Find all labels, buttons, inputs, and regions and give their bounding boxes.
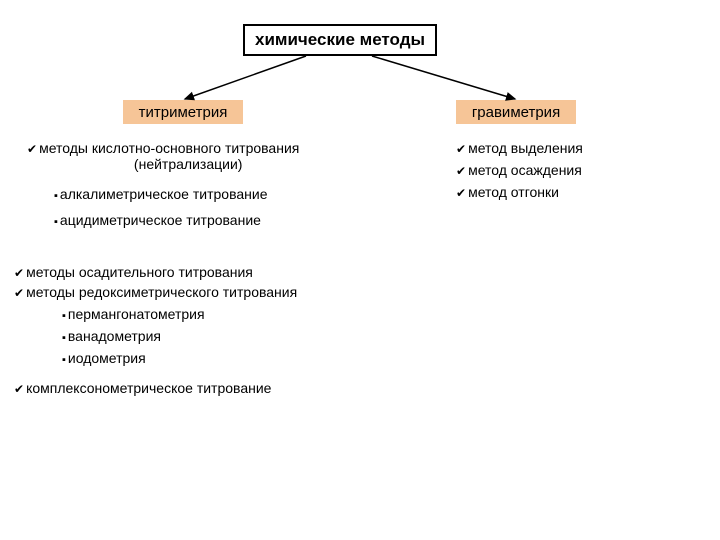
left-level1-item-0: методы кислотно-основного титрования(ней… [27,140,299,172]
left-sub-b-item-1: ванадометрия [62,328,161,344]
root-label: химические методы [255,30,425,50]
right-level1-item-1: метод осаждения [456,162,582,178]
right-level1-item-2: метод отгонки [456,184,559,200]
branch-right: гравиметрия [456,100,576,124]
left-level1-item-1: методы осадительного титрования [14,264,253,280]
branch-left: титриметрия [123,100,243,124]
left-level1-item-0-sub: (нейтрализации) [77,156,299,172]
left-level1-item-2: методы редоксиметрического титрования [14,284,297,300]
branch-right-label: гравиметрия [472,104,560,121]
left-sub-a-item-0: алкалиметрическое титрование [54,186,267,202]
left-sub-b-item-0: пермангонатометрия [62,306,205,322]
left-level1-item-3: комплексонометрическое титрование [14,380,271,396]
root-node: химические методы [243,24,437,56]
branch-left-label: титриметрия [139,104,228,121]
left-sub-a-item-1: ацидиметрическое титрование [54,212,261,228]
left-sub-b-item-2: иодометрия [62,350,146,366]
right-level1-item-0: метод выделения [456,140,583,156]
